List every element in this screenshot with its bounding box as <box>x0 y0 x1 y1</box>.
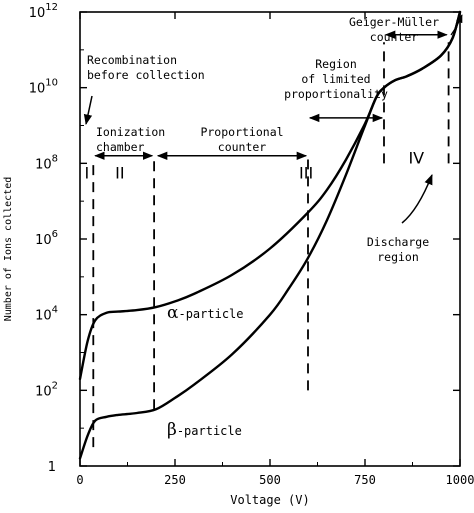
limited-proportionality-label: proportionality <box>284 87 388 101</box>
limited-proportionality-label: Region <box>315 57 357 71</box>
geiger-muller-label: Geiger-Müller <box>349 15 439 29</box>
discharge-region-label: Discharge <box>367 235 429 249</box>
x-tick-label: 0 <box>76 473 83 487</box>
y-tick-label: 108 <box>35 153 58 172</box>
recombination-label: before collection <box>87 68 205 82</box>
recombination-arrow <box>83 95 93 126</box>
region-label: II <box>115 163 124 182</box>
annotation-arrows <box>83 14 463 224</box>
x-tick-label: 1000 <box>446 473 474 487</box>
ionization-chamber-label: Ionization <box>96 125 165 139</box>
y-tick-label: 1 <box>48 460 56 475</box>
y-tick-label: 106 <box>35 229 58 248</box>
curves <box>78 10 462 460</box>
alpha-particle-label: α-particle <box>167 303 244 323</box>
region-label: I <box>84 163 89 182</box>
y-tick-label: 104 <box>35 305 58 324</box>
recombination-label: Recombination <box>87 53 177 67</box>
discharge-arrow <box>401 174 433 224</box>
top-right-arrow <box>450 14 463 36</box>
y-tick-label: 102 <box>35 380 58 399</box>
x-axis-label: Voltage (V) <box>230 493 309 507</box>
region-boundaries <box>92 42 450 448</box>
geiger-muller-label: counter <box>370 30 419 44</box>
x-tick-label: 250 <box>164 473 186 487</box>
limited-proportionality-label: of limited <box>301 72 370 86</box>
discharge-region-label: region <box>377 250 419 264</box>
axes: 0 250 500 750 1000 1 102 104 106 108 1010 1012 <box>29 2 474 487</box>
region-label: IV <box>408 148 424 167</box>
x-tick-label: 750 <box>354 473 376 487</box>
x-tick-label: 500 <box>259 473 281 487</box>
y-axis-label: Number of Ions collected <box>3 177 14 322</box>
beta-particle-label: β-particle <box>167 420 242 440</box>
y-tick-label: 1012 <box>29 2 58 21</box>
region-label: III <box>299 163 313 182</box>
ionization-chamber-label: chamber <box>96 140 145 154</box>
y-tick-label: 1010 <box>29 78 58 97</box>
proportional-counter-label: Proportional <box>200 125 283 139</box>
proportional-counter-label: counter <box>218 140 267 154</box>
beta-particle-curve <box>78 10 462 460</box>
